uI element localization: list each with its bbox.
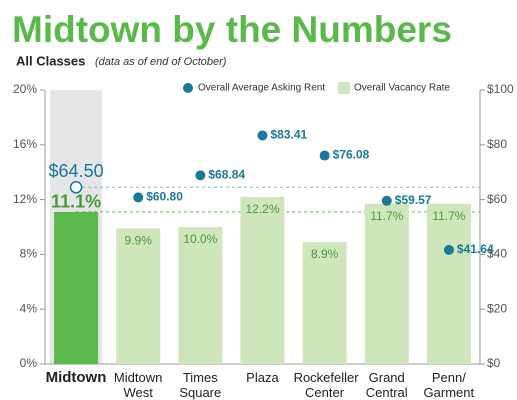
value-label: $64.50 [49,161,104,181]
y-tick-label: 0% [20,356,38,370]
legend-label: Overall Average Asking Rent [198,83,325,94]
y-tick-label: 20% [13,82,37,96]
value-label: 10.0% [183,232,217,246]
chart-note: (data as of end of October) [95,56,227,68]
dot [257,130,268,141]
bar [116,228,161,364]
y-tick-label: 12% [13,192,37,206]
bar [240,196,285,364]
y-tick-label: 16% [13,137,37,151]
value-label: $76.08 [333,148,370,162]
x-tick-label: Rockefeller Center [293,370,359,400]
y2-tick-label: $100 [487,82,514,96]
y2-tick-label: $60 [487,192,507,206]
y2-tick-label: $80 [487,137,507,151]
value-label: 11.7% [370,209,403,223]
bar [54,211,99,364]
x-tick-label: Midtown West [113,370,163,400]
legend-marker [338,82,350,94]
bar [426,203,471,364]
value-label: $59.57 [395,193,432,207]
chart-title: Midtown by the Numbers [12,9,452,50]
x-tick-label: Midtown [45,369,107,386]
dot [319,150,330,161]
value-label: 11.1% [51,192,101,212]
dot [443,244,454,255]
y2-tick-label: $0 [487,356,501,370]
x-tick-label: Plaza [246,370,279,385]
value-label: 8.9% [311,247,339,261]
y2-tick-label: $40 [487,247,507,261]
y2-tick-label: $20 [487,301,507,315]
y-tick-label: 4% [20,301,38,315]
value-label: $68.84 [208,168,245,182]
legend-label: Overall Vacancy Rate [354,83,450,94]
chart-subtitle: All Classes [16,53,85,68]
value-label: 11.7% [432,209,465,223]
bar [178,227,223,364]
value-label: $41.64 [457,242,494,256]
x-tick-label: Grand Central [365,370,408,400]
value-label: $83.41 [271,128,308,142]
dot [69,181,83,194]
value-label: 12.2% [245,202,279,216]
bar [302,242,347,364]
bar [364,203,409,364]
y-tick-label: 8% [20,247,38,261]
x-tick-label: Penn/ Garment [423,370,475,400]
x-tick-label: Times Square [179,370,222,400]
dot [133,192,144,203]
value-label: 9.9% [125,234,153,248]
value-label: $60.80 [146,190,183,204]
legend-marker [183,83,193,93]
dot [381,195,392,206]
dot [195,170,206,181]
